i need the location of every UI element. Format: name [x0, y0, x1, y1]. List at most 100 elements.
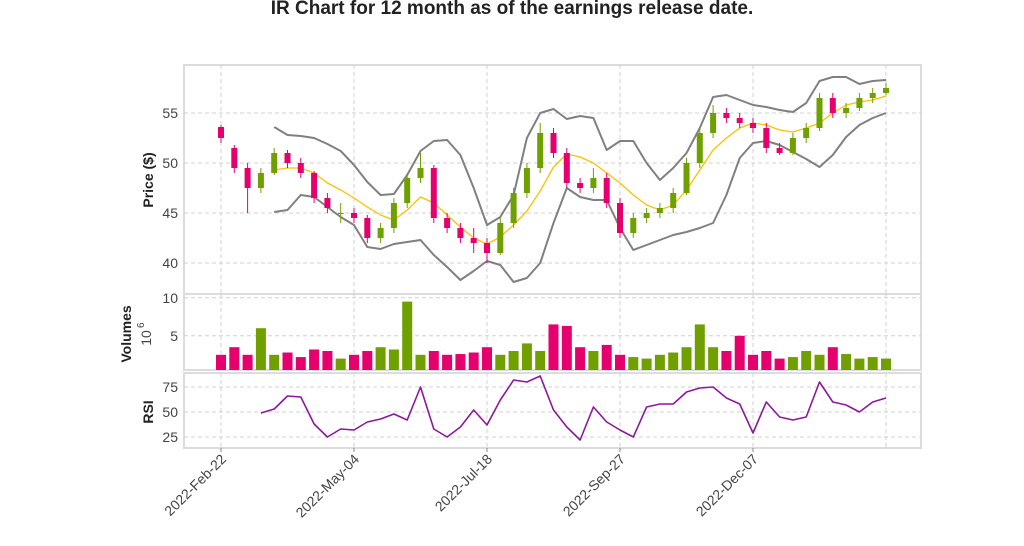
candle	[656, 203, 663, 218]
volume-bar	[242, 354, 253, 370]
price-panel	[183, 64, 922, 296]
candle-body	[630, 218, 637, 233]
candle-body	[816, 98, 823, 128]
candle	[816, 93, 823, 131]
candle-body	[364, 218, 371, 238]
candle-body	[550, 133, 557, 153]
candle-body	[590, 178, 597, 188]
volume-bar	[495, 354, 506, 370]
volume-bar	[282, 352, 293, 370]
candle	[417, 153, 424, 183]
rsi-line	[260, 375, 887, 441]
candle-body	[577, 183, 584, 188]
volume-bar	[508, 351, 519, 370]
volume-ytick-label: 10	[162, 290, 178, 306]
candle-body	[750, 123, 756, 128]
volume-bar	[309, 349, 320, 370]
volume-bar	[535, 351, 546, 370]
candle-body	[284, 153, 291, 163]
volume-bar	[787, 357, 798, 370]
chart-title: IR Chart for 12 month as of the earnings…	[270, 0, 754, 19]
volume-ytick-label: 5	[170, 328, 178, 344]
candle-body	[617, 203, 623, 233]
candle	[284, 150, 291, 168]
candle	[484, 238, 490, 263]
candle-body	[351, 213, 357, 218]
candle	[497, 218, 504, 255]
candle-body	[430, 168, 437, 218]
x-tick-label: 2022-Dec-07	[693, 451, 762, 520]
candle	[563, 148, 570, 188]
candle-body	[377, 228, 384, 238]
candle-body	[271, 153, 278, 173]
candle-body	[484, 243, 490, 253]
candle	[683, 158, 690, 195]
price-ytick-label: 50	[162, 155, 178, 171]
volume-bar	[402, 301, 413, 370]
price-ytick-label: 45	[162, 205, 178, 221]
candle	[856, 93, 863, 111]
x-tick-label: 2022-Sep-27	[560, 451, 629, 520]
volume-bar	[867, 357, 878, 370]
candle-body	[670, 193, 677, 208]
candle-body	[257, 173, 264, 188]
candle	[803, 123, 810, 143]
price-ytick-label: 40	[162, 255, 178, 271]
candle	[537, 123, 544, 173]
candle	[577, 178, 584, 193]
candle-body	[869, 93, 876, 98]
candle-body	[510, 193, 517, 223]
volume-bar	[362, 351, 373, 370]
upper-bollinger-band	[273, 76, 887, 226]
volume-bar	[588, 351, 599, 370]
candle-body	[444, 218, 451, 228]
candle-body	[417, 168, 424, 178]
volume-bar	[521, 343, 532, 370]
candle	[603, 173, 610, 208]
candle-body	[763, 128, 770, 148]
candle	[617, 198, 623, 238]
volume-bar	[375, 347, 386, 370]
volume-bar	[468, 352, 479, 370]
volume-bar	[694, 324, 705, 370]
volume-bar	[388, 349, 399, 370]
volume-bar	[482, 347, 492, 370]
candle-body	[736, 118, 743, 123]
rsi-ytick-label: 25	[162, 429, 178, 445]
candle	[271, 148, 278, 175]
volume-bar	[269, 354, 280, 370]
candle	[630, 213, 637, 238]
candle	[377, 223, 384, 243]
candle	[404, 173, 411, 208]
volume-bar	[428, 351, 439, 370]
candle	[643, 208, 650, 223]
candle	[776, 143, 783, 155]
candle-body	[390, 203, 397, 228]
candle-body	[776, 148, 783, 153]
candle	[670, 188, 677, 213]
candle-body	[710, 113, 717, 133]
candle	[324, 193, 331, 213]
volume-bar	[827, 347, 838, 370]
volume-bar	[415, 354, 426, 370]
volume-bar	[255, 328, 266, 370]
candle-body	[244, 168, 251, 188]
candle	[351, 208, 357, 223]
candle-body	[311, 173, 318, 198]
volume-bar	[455, 354, 466, 370]
volume-unit-base: 10	[138, 330, 154, 346]
volume-bar	[721, 351, 732, 370]
volume-bar	[216, 354, 226, 370]
candle-body	[829, 98, 836, 113]
price-ylabel: Price ($)	[140, 152, 156, 207]
candle	[337, 203, 344, 223]
rsi-ytick-label: 75	[162, 379, 178, 395]
candle	[723, 108, 730, 123]
candle	[843, 103, 850, 118]
candle	[390, 198, 397, 233]
candle	[364, 215, 371, 243]
candle-body	[523, 168, 530, 193]
candle	[231, 145, 238, 173]
candle-body	[404, 178, 411, 203]
candle	[430, 165, 437, 223]
